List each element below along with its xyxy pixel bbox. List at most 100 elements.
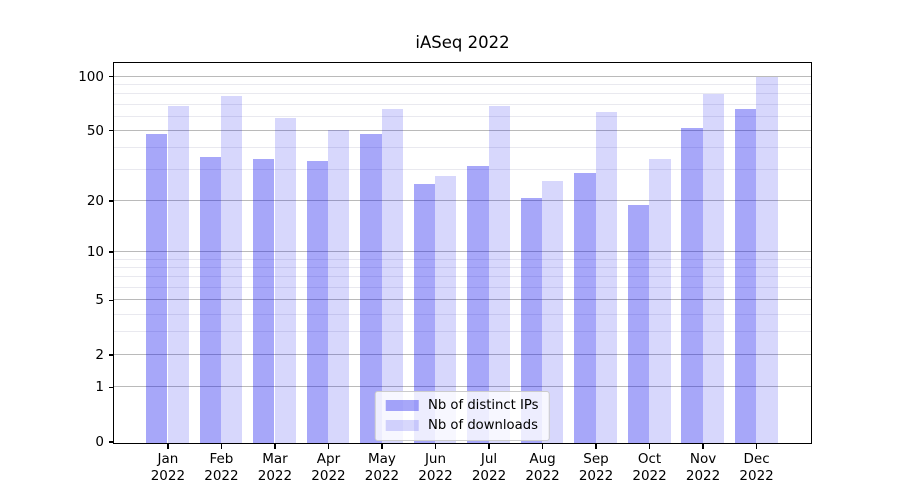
x-axis-tick [755,443,758,449]
major-gridline [114,299,811,301]
x-axis-label-year: 2022 [685,468,721,484]
y-axis-label: 100 [78,68,104,85]
y-axis-tick [108,75,114,78]
bar [542,181,564,443]
x-axis-label-month: Jun [424,451,447,467]
y-axis-tick [108,251,114,253]
y-axis-tick [108,299,114,301]
plot-area: Nb of distinct IPs Nb of downloads [113,61,812,444]
x-axis-label-year: 2022 [578,468,614,484]
x-axis-label-year: 2022 [739,468,774,484]
chart-title: iASeq 2022 [415,33,510,52]
minor-gridline [114,313,811,315]
x-axis-label: Jul 2022 [454,451,524,485]
x-axis-label-year: 2022 [525,468,560,484]
minor-gridline [114,258,811,260]
x-axis-tick [220,443,223,449]
x-axis-label: Mar 2022 [240,451,310,485]
major-gridline [114,75,811,77]
bar [520,197,543,443]
x-axis-label-month: Oct [637,451,662,467]
x-axis-tick [167,443,169,449]
x-axis-label-year: 2022 [418,468,453,484]
y-axis-label: 20 [86,192,104,209]
legend-label: Nb of distinct IPs [427,398,539,413]
y-axis-tick [108,386,114,388]
x-axis-label-month: Aug [529,451,556,467]
x-axis-label-year: 2022 [471,468,507,484]
x-axis-tick [488,443,490,449]
legend-item: Nb of distinct IPs [385,397,539,415]
bar [595,111,617,443]
bar [488,106,510,443]
bar [467,165,489,443]
bar [574,173,596,443]
x-axis-tick [327,443,330,449]
y-axis-label: 10 [86,244,104,261]
x-axis-label: Apr 2022 [293,451,363,485]
bar [306,160,329,443]
x-axis-tick [702,443,704,449]
y-axis-label: 0 [95,434,104,451]
legend-item: Nb of downloads [385,417,539,435]
x-axis-label-month: Nov [689,451,717,467]
x-axis-label: Aug 2022 [508,451,578,485]
bar [649,158,671,443]
x-axis-label: May 2022 [347,451,417,485]
y-axis-label: 5 [95,292,104,309]
bar [199,156,221,443]
x-axis-tick [541,443,544,449]
bar [681,128,703,443]
legend-swatch-icon [385,420,419,431]
minor-gridline [114,147,811,149]
minor-gridline [114,93,811,95]
minor-gridline [114,169,811,171]
x-axis-label: Jan 2022 [133,451,203,485]
bar [328,129,350,443]
x-axis-label-month: Mar [262,451,288,467]
bar [360,134,382,443]
legend-swatch-icon [385,400,419,411]
y-axis-tick [108,129,114,132]
x-axis-label-month: Jan [157,451,179,467]
major-gridline [114,386,811,388]
bar [253,158,275,443]
x-axis-tick [381,443,383,449]
x-axis-label-year: 2022 [204,468,239,484]
major-gridline [114,354,811,356]
x-axis-label: Sep 2022 [561,451,631,485]
minor-gridline [114,287,811,289]
minor-gridline [114,115,811,117]
major-gridline [114,251,811,253]
legend: Nb of distinct IPs Nb of downloads [374,390,550,441]
x-axis-label: Feb 2022 [186,451,256,485]
bar [702,94,725,443]
x-axis-label: Dec 2022 [722,451,792,485]
minor-gridline [114,276,811,278]
x-axis-label-month: Dec [743,451,770,467]
y-axis-label: 2 [95,347,104,364]
bar [756,76,778,443]
x-axis-label-month: Jul [480,451,498,467]
y-axis-tick [108,354,114,356]
major-gridline [114,200,811,202]
x-axis-label-year: 2022 [311,468,346,484]
x-axis-tick [595,443,597,449]
bar [435,175,457,443]
x-axis-label-year: 2022 [257,468,293,484]
x-axis-tick [648,443,651,449]
major-gridline [114,129,811,131]
x-axis-label-month: Apr [316,451,341,467]
x-axis-label-month: Feb [209,451,234,467]
minor-gridline [114,331,811,333]
bar [627,205,650,443]
bar [167,106,189,443]
y-axis-tick [108,441,114,443]
bar [381,109,403,443]
minor-gridline [114,103,811,105]
x-axis-label-year: 2022 [632,468,667,484]
x-axis-label: Nov 2022 [668,451,738,485]
y-axis-label: 50 [86,122,104,139]
legend-label: Nb of downloads [427,418,538,433]
